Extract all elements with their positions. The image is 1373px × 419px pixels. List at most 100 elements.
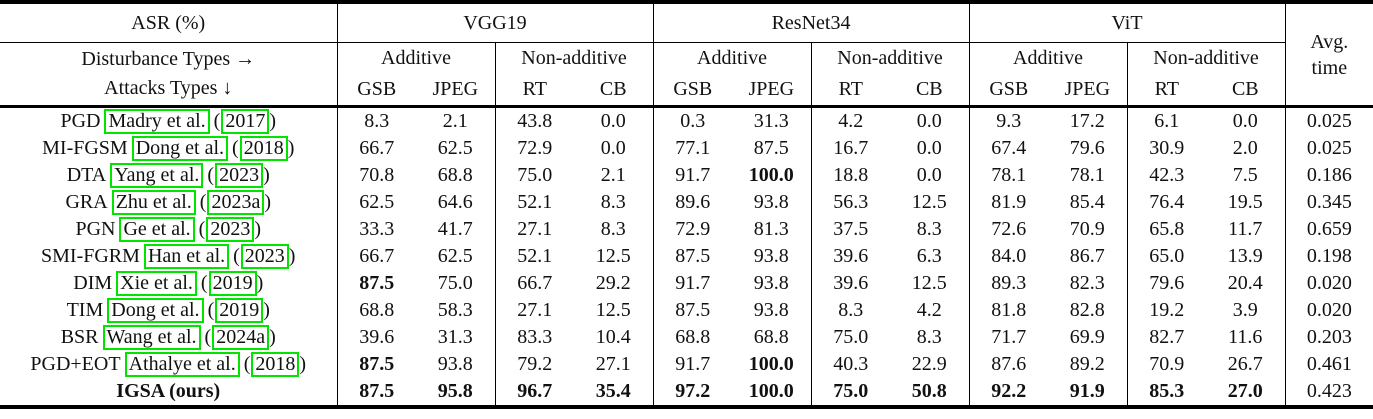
citation-year-link[interactable]: 2017 bbox=[221, 109, 270, 134]
citation-author-link[interactable]: Dong et al. bbox=[107, 298, 204, 323]
asr-results-table: ASR (%) VGG19 ResNet34 ViT Avg. time Dis… bbox=[0, 0, 1373, 409]
asr-value: 56.3 bbox=[810, 189, 891, 216]
asr-value: 27.1 bbox=[595, 353, 631, 375]
citation-year-link[interactable]: 2023 bbox=[206, 217, 255, 242]
asr-value: 91.7 bbox=[652, 270, 733, 297]
subgroup-additive-vit: Additive bbox=[968, 42, 1128, 74]
citation-year-link[interactable]: 2024a bbox=[212, 325, 270, 350]
attack-name: DIM bbox=[73, 272, 113, 294]
asr-value: 97.2 bbox=[652, 378, 733, 407]
asr-value: 29.2 bbox=[595, 272, 631, 294]
asr-value: 76.4 bbox=[1126, 189, 1207, 216]
asr-value: 8.3 bbox=[916, 218, 942, 240]
paren-close: ) bbox=[254, 218, 262, 240]
asr-value: 8.3 bbox=[810, 297, 891, 324]
asr-value: 68.8 bbox=[753, 326, 789, 348]
asr-value: 87.5 bbox=[652, 297, 733, 324]
asr-value: 2.1 bbox=[600, 164, 626, 186]
citation-year-link[interactable]: 2023 bbox=[215, 163, 264, 188]
asr-value: 64.6 bbox=[437, 191, 473, 213]
attack-name: IGSA (ours) bbox=[116, 380, 221, 402]
paren-close: ) bbox=[288, 245, 296, 267]
asr-value: 89.3 bbox=[968, 270, 1049, 297]
attack-name: SMI-FGRM bbox=[41, 245, 140, 267]
attack-label: IGSA (ours) bbox=[0, 378, 337, 407]
asr-value: 82.3 bbox=[1069, 272, 1105, 294]
asr-value: 78.1 bbox=[1069, 164, 1105, 186]
table-row-pgd-eot: PGD+EOT Athalye et al.(2018) 87.5 93.8 79.2… bbox=[0, 351, 1373, 378]
citation-author-link[interactable]: Yang et al. bbox=[110, 163, 204, 188]
table-row-igsa-ours: IGSA (ours) 87.5 95.8 96.7 35.4 97.2 100.0 75… bbox=[0, 378, 1373, 407]
asr-value: 82.8 bbox=[1069, 299, 1105, 321]
col-header-cb: CB bbox=[1231, 78, 1259, 100]
table-row-dta: DTA Yang et al.(2023) 70.8 68.8 75.0 2.1 91.… bbox=[0, 162, 1373, 189]
asr-value: 69.9 bbox=[1069, 326, 1105, 348]
avg-time-value: 0.198 bbox=[1284, 243, 1373, 270]
citation-author-link[interactable]: Madry et al. bbox=[104, 109, 210, 134]
model-header-vgg19: VGG19 bbox=[336, 2, 654, 43]
attack-name: PGD+EOT bbox=[30, 353, 121, 375]
asr-value: 8.3 bbox=[336, 105, 416, 135]
avg-time-value: 0.020 bbox=[1284, 297, 1373, 324]
paren-close: ) bbox=[263, 164, 270, 186]
table-row-dim: DIM Xie et al.(2019) 87.5 75.0 66.7 29.2 91.… bbox=[0, 270, 1373, 297]
disturbance-types-label: Disturbance Types → bbox=[81, 48, 256, 70]
table-row-gra: GRA Zhu et al.(2023a) 62.5 64.6 52.1 8.3 89.… bbox=[0, 189, 1373, 216]
asr-value: 84.0 bbox=[968, 243, 1049, 270]
asr-value: 12.5 bbox=[595, 245, 631, 267]
citation-author-link[interactable]: Athalye et al. bbox=[124, 352, 240, 377]
row-axis-label: Disturbance Types → Attacks Types ↓ bbox=[0, 43, 337, 107]
citation-year-link[interactable]: 2019 bbox=[215, 298, 264, 323]
subgroup-nonadditive-resnet34: Non-additive bbox=[810, 42, 970, 74]
paren-open: ( bbox=[198, 218, 206, 240]
citation-author-link[interactable]: Han et al. bbox=[143, 244, 230, 269]
citation-author-link[interactable]: Wang et al. bbox=[102, 325, 201, 350]
asr-value: 39.6 bbox=[810, 270, 891, 297]
asr-value: 10.4 bbox=[595, 326, 631, 348]
citation-year-link[interactable]: 2023a bbox=[207, 190, 265, 215]
asr-value: 62.5 bbox=[336, 189, 416, 216]
attack-label: SMI-FGRM Han et al.(2023) bbox=[0, 243, 337, 270]
asr-value: 91.9 bbox=[1069, 380, 1105, 402]
citation-author-link[interactable]: Ge et al. bbox=[119, 217, 195, 242]
paren-open: ( bbox=[232, 137, 239, 159]
citation-author-link[interactable]: Xie et al. bbox=[116, 271, 197, 296]
asr-value: 87.5 bbox=[336, 270, 416, 297]
asr-value: 95.8 bbox=[437, 380, 473, 402]
asr-value: 91.7 bbox=[652, 162, 733, 189]
paren-close: ) bbox=[256, 272, 264, 294]
asr-value: 75.0 bbox=[437, 272, 473, 294]
citation-author-link[interactable]: Dong et al. bbox=[131, 136, 229, 161]
asr-value: 70.9 bbox=[1126, 351, 1207, 378]
asr-value: 82.7 bbox=[1126, 324, 1207, 351]
paren-open: ( bbox=[207, 164, 215, 186]
col-header-gsb: GSB bbox=[336, 74, 416, 107]
paren-close: ) bbox=[287, 137, 295, 159]
attack-label: BSR Wang et al.(2024a) bbox=[0, 324, 337, 351]
attack-label: PGN Ge et al.(2023) bbox=[0, 216, 337, 243]
model-header-vit: ViT bbox=[968, 2, 1286, 43]
asr-value: 91.7 bbox=[652, 351, 733, 378]
citation-author-link[interactable]: Zhu et al. bbox=[111, 190, 196, 215]
attack-name: GRA bbox=[65, 191, 108, 213]
asr-value: 0.0 bbox=[890, 105, 970, 135]
col-header-rt: RT bbox=[494, 74, 574, 107]
citation-year-link[interactable]: 2018 bbox=[239, 136, 288, 161]
asr-value: 42.3 bbox=[1126, 162, 1207, 189]
asr-value: 0.0 bbox=[600, 137, 626, 159]
attack-name: MI-FGSM bbox=[42, 137, 128, 159]
asr-value: 50.8 bbox=[911, 380, 947, 402]
header-row-subgroups: Disturbance Types → Attacks Types ↓ Addi… bbox=[0, 42, 1373, 99]
citation-year-link[interactable]: 2023 bbox=[240, 244, 289, 269]
citation-year-link[interactable]: 2018 bbox=[251, 352, 300, 377]
citation-year-link[interactable]: 2019 bbox=[208, 271, 257, 296]
asr-value: 79.2 bbox=[494, 351, 574, 378]
asr-value: 41.7 bbox=[437, 218, 473, 240]
asr-value: 0.3 bbox=[652, 105, 733, 135]
asr-value: 65.0 bbox=[1126, 243, 1207, 270]
asr-value: 20.4 bbox=[1227, 272, 1263, 294]
asr-value: 4.2 bbox=[916, 299, 942, 321]
asr-value: 93.8 bbox=[753, 272, 789, 294]
subgroup-nonadditive-vgg19: Non-additive bbox=[494, 42, 654, 74]
avg-time-header-line2: time bbox=[1311, 56, 1348, 79]
